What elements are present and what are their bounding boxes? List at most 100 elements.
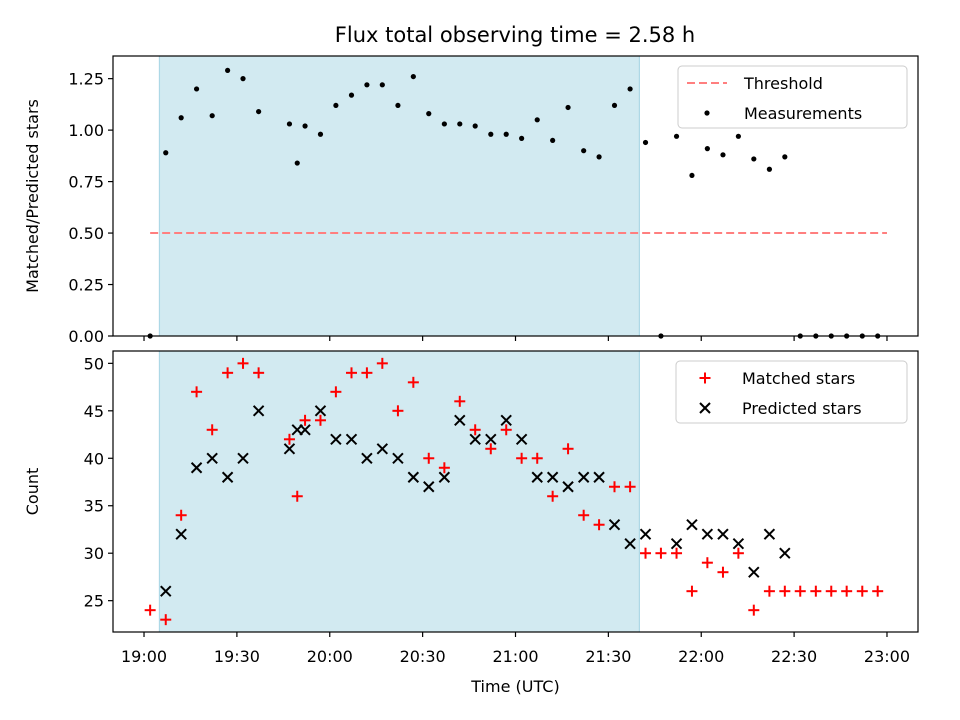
legend-box (675, 360, 908, 424)
predicted-stars-point (717, 528, 729, 540)
predicted-stars-point (577, 471, 590, 483)
predicted-stars-marker-b (546, 471, 559, 483)
measurement-point (457, 121, 463, 127)
measurement-point (163, 150, 169, 156)
measurement-point (751, 156, 757, 162)
matched-stars-point (469, 424, 481, 436)
predicted-stars-point (252, 405, 265, 417)
matched-stars-point (376, 357, 388, 369)
y-tick-label: 40 (84, 449, 104, 468)
measurement-point (642, 139, 649, 146)
predicted-stars-point (190, 462, 203, 474)
matched-stars-point (810, 585, 822, 597)
predicted-stars-point (593, 471, 605, 483)
predicted-stars-marker-b (701, 528, 714, 540)
predicted-stars-point (670, 538, 683, 550)
measurement-point (348, 92, 355, 98)
measurement-point (209, 113, 215, 119)
legend-label: Measurements (744, 104, 862, 123)
legend-label: Matched stars (742, 369, 855, 388)
measurement-point (240, 76, 246, 82)
measurement-point (627, 86, 633, 92)
matched-stars-point (206, 424, 218, 436)
predicted-stars-point (361, 452, 373, 464)
y-tick-label: 50 (84, 354, 104, 373)
y-tick-label: 0.75 (68, 173, 104, 192)
matched-stars-point (732, 547, 744, 559)
y-axis-label: Matched/Predicted stars (23, 99, 42, 293)
predicted-stars-point (345, 433, 358, 445)
matched-stars-point (593, 519, 605, 531)
predicted-stars-marker-b (175, 528, 187, 540)
matched-stars-point (283, 433, 295, 445)
y-tick-label: 0.25 (68, 276, 104, 295)
matched-stars-point (345, 367, 357, 379)
predicted-stars-point (392, 452, 404, 464)
measurement-point (534, 117, 540, 123)
matched-stars-point (175, 509, 187, 521)
predicted-stars-marker-b (732, 538, 745, 550)
predicted-stars-point (237, 452, 249, 464)
measurement-point (519, 135, 525, 141)
predicted-stars-marker-b (438, 471, 451, 483)
x-axis-label: Time (UTC) (470, 677, 559, 696)
measurement-point (333, 102, 339, 109)
predicted-stars-marker-b (717, 528, 729, 540)
predicted-stars-point (639, 528, 652, 540)
matched-stars-point (701, 557, 713, 569)
predicted-stars-point (515, 433, 528, 445)
predicted-stars-marker-b (454, 414, 466, 427)
measurement-point (379, 82, 385, 88)
predicted-stars-point (531, 471, 543, 483)
predicted-stars-marker-b (639, 528, 652, 540)
observing-span (159, 56, 640, 336)
legend-box (677, 65, 908, 129)
predicted-stars-point (686, 519, 698, 531)
matched-stars-point (160, 614, 172, 626)
measurement-point (225, 67, 231, 74)
predicted-stars-marker-b (748, 566, 760, 578)
predicted-stars-marker-b (221, 471, 234, 483)
bottom-panel-count: 25 30 35 40 45 50 Count 19:00 19:30 20:00 20:30 21:… (23, 350, 919, 696)
predicted-stars-point (221, 471, 234, 483)
matched-stars-point (361, 367, 373, 379)
legend-label: Threshold (743, 74, 823, 93)
x-tick-label: 21:00 (492, 647, 538, 666)
predicted-stars-marker-b (206, 452, 218, 464)
measurement-point (550, 137, 556, 144)
measurement-point (472, 123, 478, 129)
matched-stars-point (454, 395, 466, 407)
matched-stars-point (640, 547, 652, 559)
matched-stars-point (671, 547, 683, 559)
predicted-stars-marker-b (392, 452, 404, 464)
y-tick-label: 30 (84, 544, 104, 563)
matched-stars-point (872, 585, 884, 597)
predicted-stars-point (469, 433, 481, 445)
predicted-stars-point (500, 414, 512, 427)
measurement-point (488, 131, 494, 137)
matched-stars-point (237, 357, 249, 369)
measurement-point (441, 121, 447, 127)
measurement-point (426, 111, 432, 117)
measurement-point (565, 104, 571, 111)
matched-stars-point (191, 386, 203, 398)
matched-stars-point (748, 604, 760, 616)
matched-stars-point (856, 585, 868, 597)
predicted-stars-marker-b (763, 528, 776, 540)
matched-stars-point (485, 443, 497, 455)
measurement-point (720, 152, 726, 158)
matched-stars-point (562, 443, 574, 455)
measurement-point (395, 102, 401, 109)
y-tick-label: 1.25 (68, 70, 104, 89)
predicted-stars-marker-b (686, 519, 698, 531)
predicted-stars-point (546, 471, 559, 483)
legend-label: Predicted stars (742, 399, 862, 418)
predicted-stars-point (206, 452, 218, 464)
matched-stars-point (655, 547, 667, 559)
predicted-stars-point (763, 528, 776, 540)
matched-stars-point (608, 481, 620, 493)
measurement-point (581, 148, 587, 154)
matched-stars-point (794, 585, 806, 597)
predicted-stars-point (283, 443, 296, 455)
measurement-point (410, 73, 416, 80)
